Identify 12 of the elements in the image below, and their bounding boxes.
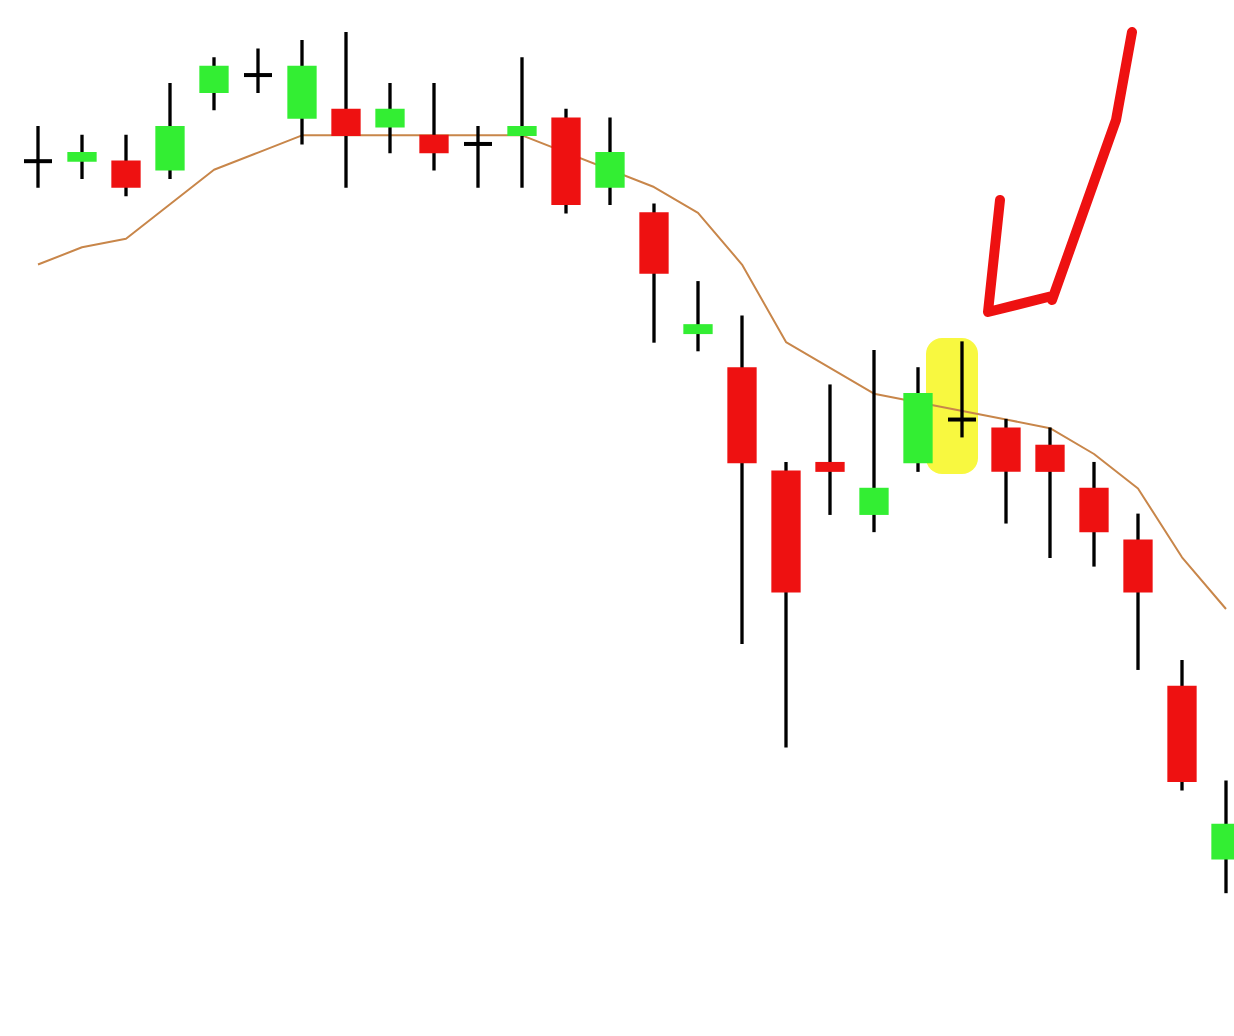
candlestick [815,384,845,515]
candlestick [507,57,537,188]
candlestick [244,48,272,93]
candlestick [859,349,889,533]
candlestick [948,341,976,438]
candlestick [1035,427,1065,558]
candlestick [683,281,713,352]
candlestick [464,126,492,188]
candlestick [24,126,52,188]
candlestick [331,32,361,188]
candlestick [419,83,449,171]
candlestick [67,134,97,180]
